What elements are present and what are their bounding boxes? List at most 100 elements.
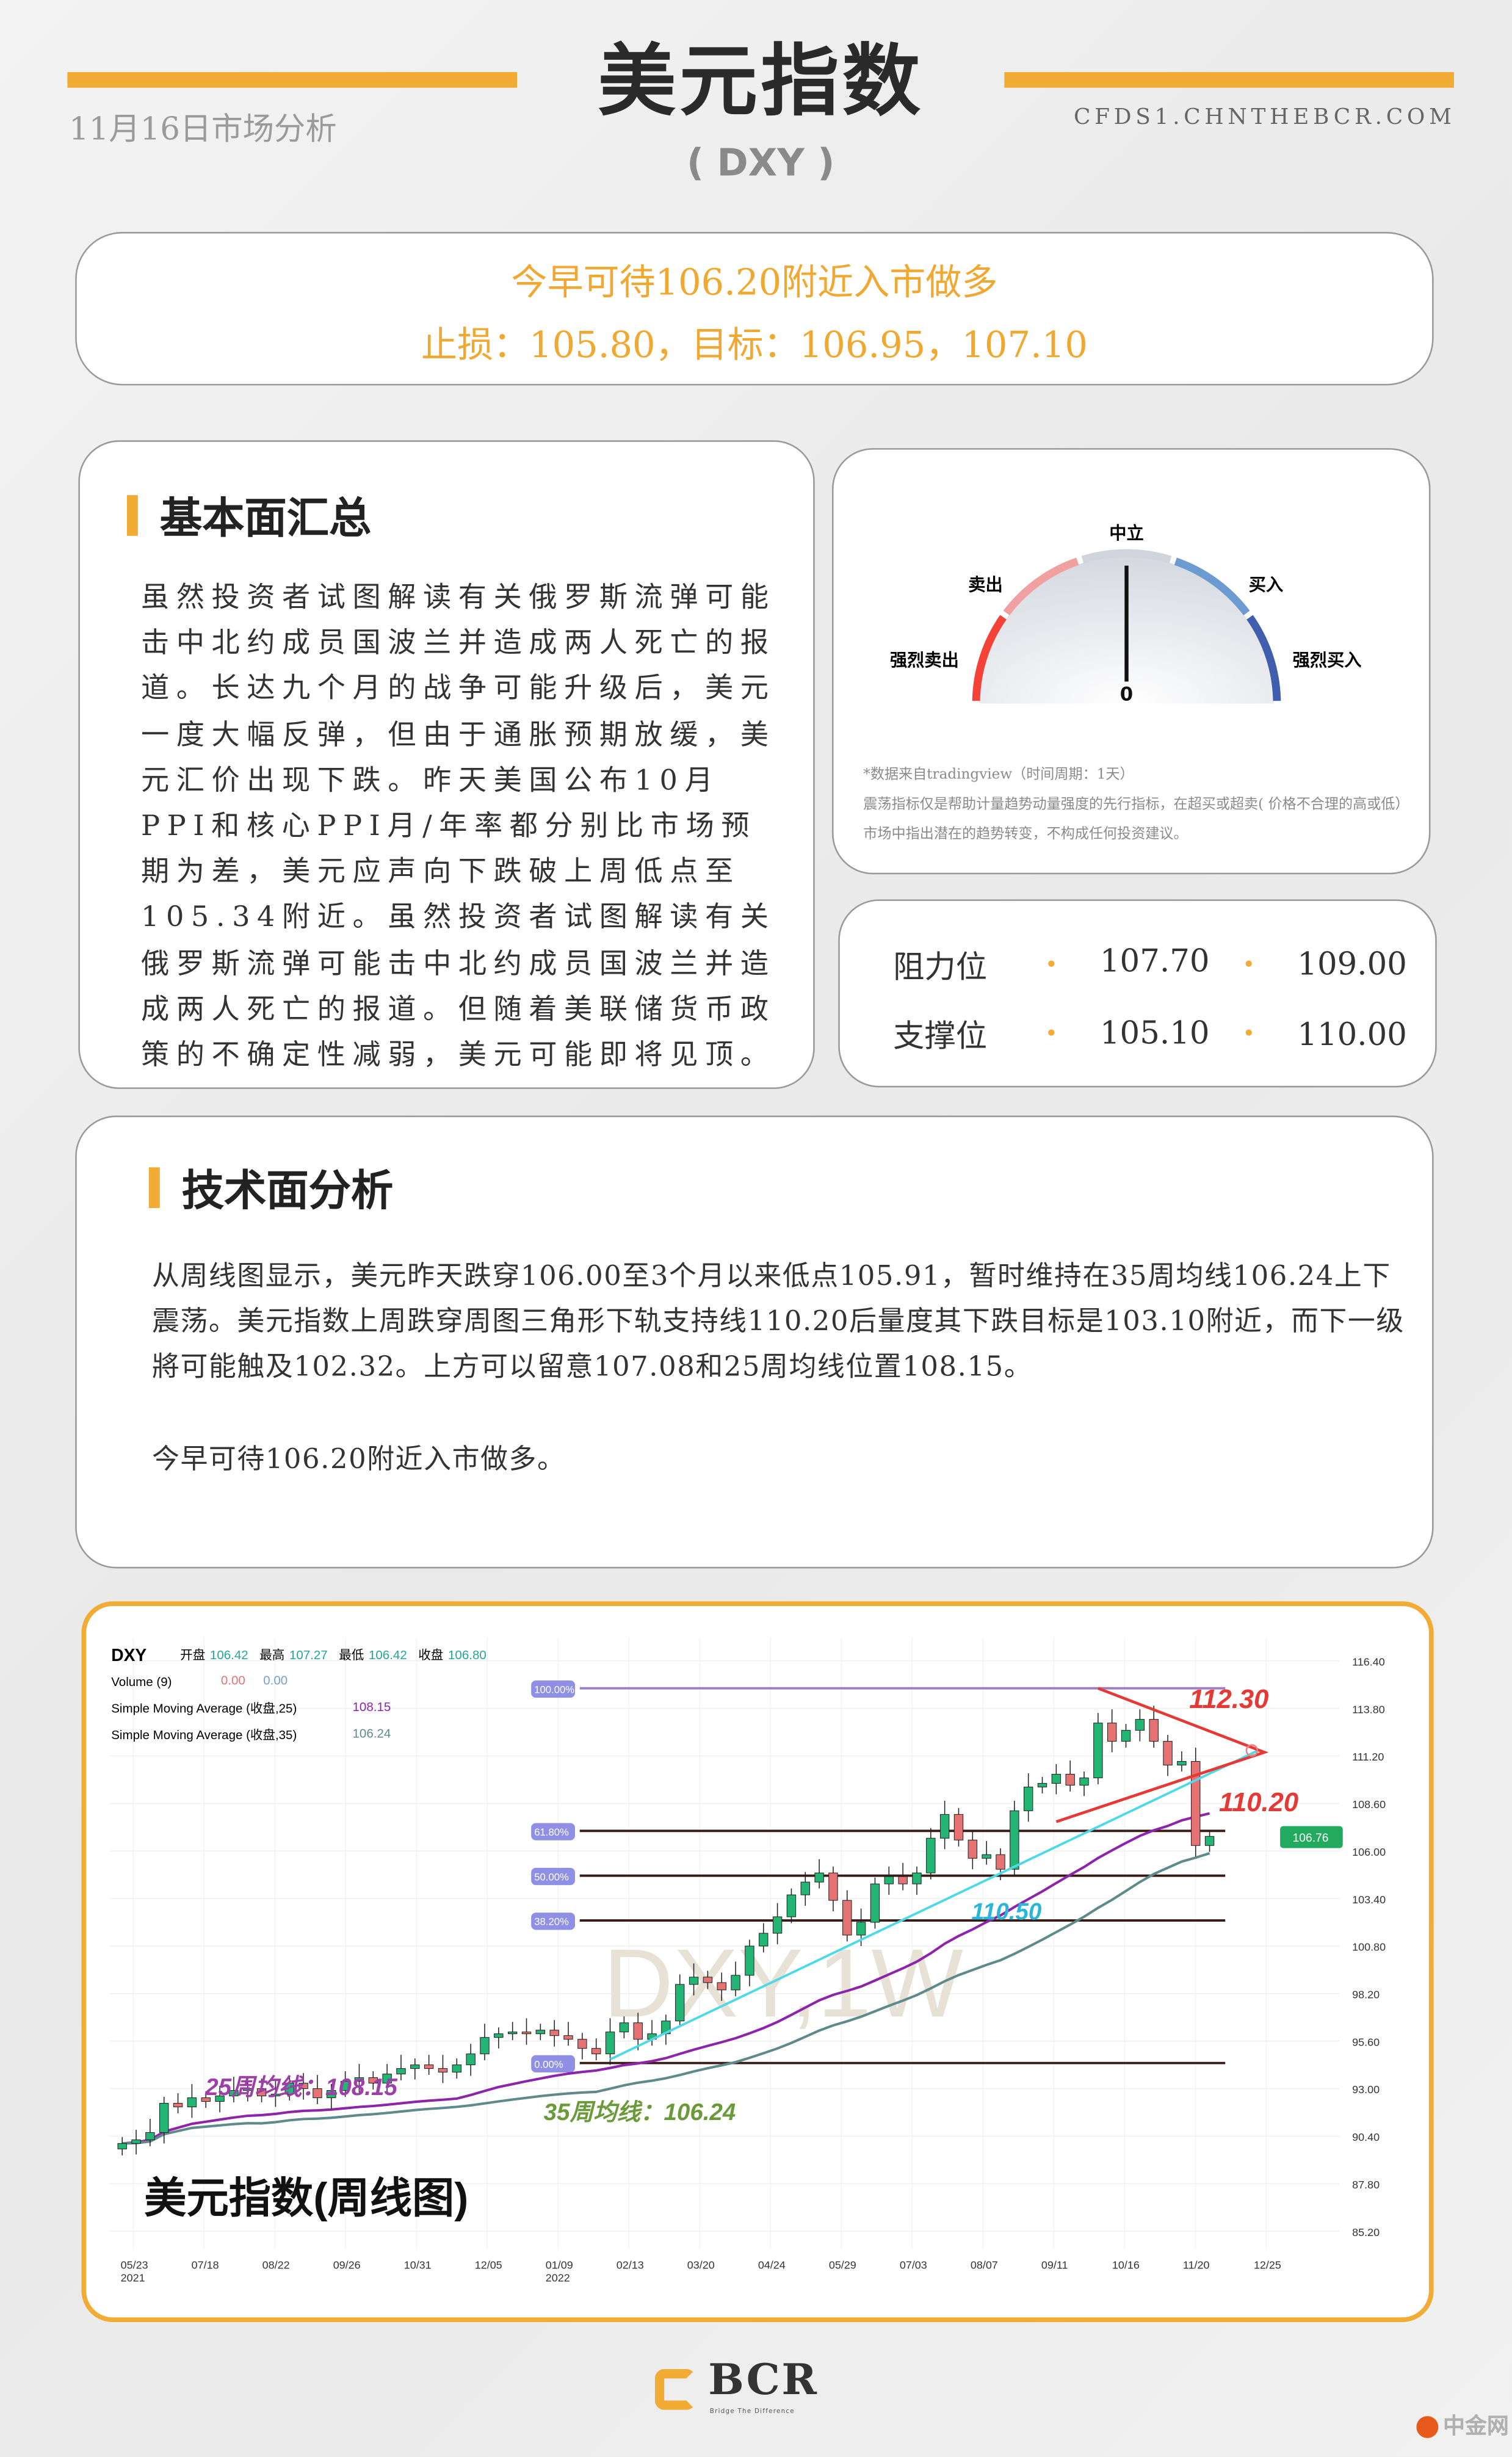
bcr-logo-mark — [654, 2369, 696, 2410]
page-subtitle: ( DXY ) — [686, 141, 835, 185]
candle — [1107, 1723, 1117, 1742]
candle — [1163, 1741, 1173, 1766]
y-tick-label: 106.00 — [1352, 1846, 1386, 1858]
triangle-lower-label: 110.20 — [1219, 1788, 1298, 1817]
levels-card: 阻力位 107.70 109.00 支撑位 105.10 110.00 — [838, 899, 1437, 1088]
gauge-source: *数据来自tradingview（时间周期：1天） — [863, 767, 1134, 784]
gauge-label-strong-sell: 强烈卖出 — [890, 650, 959, 670]
y-tick-label: 111.20 — [1352, 1751, 1384, 1763]
fib-label: 50.00% — [534, 1871, 569, 1883]
candle — [410, 2064, 420, 2069]
x-tick-year: 2021 — [121, 2271, 145, 2284]
candle — [912, 1872, 922, 1884]
x-tick-label: 12/25 — [1254, 2259, 1281, 2271]
title-marker — [126, 494, 138, 535]
gauge-segment — [1174, 557, 1250, 616]
candle — [1037, 1782, 1047, 1787]
candle — [856, 1922, 866, 1936]
candle — [298, 2083, 308, 2090]
chart-card: DXY,1W 100.00% 61.80% 50.00% 38.20% 0.00% 11… — [81, 1601, 1434, 2322]
candle — [1079, 1777, 1089, 1786]
candle — [480, 2037, 490, 2055]
resistance-1: 107.70 — [1099, 941, 1210, 980]
bcr-slogan: Bridge The Difference — [709, 2406, 795, 2415]
y-tick-label: 93.00 — [1352, 2083, 1380, 2096]
candle — [466, 2054, 476, 2066]
technical-title-text: 技术面分析 — [181, 1167, 394, 1216]
x-tick-year: 2022 — [546, 2271, 570, 2284]
candle — [689, 1977, 699, 1985]
candle — [1204, 1836, 1215, 1846]
technical-body: 从周线图显示，美元昨天跌穿106.00至3个月以来低点105.91，暂时维持在3… — [151, 1261, 1405, 1384]
last-price-badge — [1280, 1826, 1343, 1848]
candle — [1135, 1719, 1145, 1731]
sma35-line — [122, 1852, 1210, 2145]
page-title: 美元指数 — [598, 36, 924, 127]
technical-title: 技术面分析 — [148, 1156, 394, 1217]
x-tick-label: 10/31 — [404, 2259, 432, 2271]
chart-caption: 美元指数(周线图) — [144, 2174, 468, 2221]
y-tick-label: 103.40 — [1352, 1894, 1386, 1906]
candle — [898, 1876, 908, 1884]
strategy-card: 今早可待106.20附近入市做多 止损：105.80，目标：106.95，107… — [75, 231, 1434, 386]
strategy-stop-target: 止损：105.80，目标：106.95，107.10 — [421, 325, 1088, 367]
candle — [675, 1984, 685, 2022]
candle — [535, 2030, 546, 2035]
gauge-note: 震荡指标仅是帮助计量趋势动量强度的先行指标，在超买或超卖( 价格不合理的高或低）… — [863, 797, 1409, 843]
watermark-logo-icon — [1416, 2416, 1439, 2438]
candle — [1023, 1786, 1033, 1811]
trendline-label: 110.50 — [971, 1898, 1041, 1925]
gauge-segment — [1246, 615, 1281, 701]
candle — [870, 1883, 880, 1923]
gauge-label-strong-buy: 强烈买入 — [1293, 650, 1362, 670]
candle — [1010, 1810, 1019, 1870]
support-2: 110.00 — [1297, 1015, 1407, 1053]
candle — [284, 2083, 294, 2095]
bullet — [1245, 960, 1252, 967]
fib-label: 0.00% — [534, 2058, 563, 2070]
chart-symbol: DXY — [111, 1645, 146, 1665]
gauge-segment — [1081, 549, 1172, 563]
dxy-weekly-chart: DXY,1W 100.00% 61.80% 50.00% 38.20% 0.00% 11… — [109, 1637, 1386, 2284]
gauge-label-buy: 买入 — [1249, 575, 1283, 595]
candle — [745, 1945, 754, 1976]
x-tick-label: 02/13 — [617, 2259, 644, 2271]
rising-trendline — [609, 1749, 1259, 2061]
candle — [884, 1876, 894, 1884]
gauge-label-neutral: 中立 — [1109, 523, 1143, 543]
candle — [270, 2094, 281, 2097]
candle — [605, 2032, 615, 2055]
x-tick-label: 07/18 — [192, 2259, 219, 2271]
bullet — [1048, 1029, 1055, 1036]
candle — [187, 2097, 197, 2108]
candle — [828, 1872, 838, 1901]
candle — [1121, 1730, 1131, 1742]
candle — [452, 2064, 462, 2073]
volume-value-1: 0.00 — [221, 1673, 245, 1687]
candle — [1051, 1773, 1062, 1784]
technical-conclusion: 今早可待106.20附近入市做多。 — [151, 1444, 566, 1476]
bullet — [1245, 1029, 1252, 1036]
last-price-label: 106.76 — [1293, 1832, 1329, 1845]
x-tick-label: 08/07 — [971, 2259, 998, 2271]
bullet — [1048, 960, 1055, 967]
candle — [926, 1837, 936, 1873]
candle — [1065, 1773, 1075, 1786]
x-tick-label: 04/24 — [758, 2259, 786, 2271]
candle — [229, 2090, 239, 2097]
fib-label: 100.00% — [534, 1684, 574, 1695]
sma35-value: 106.24 — [353, 1727, 391, 1741]
candle — [759, 1933, 769, 1947]
y-tick-label: 95.60 — [1352, 2036, 1380, 2048]
candle — [563, 2035, 573, 2040]
triangle-pattern — [1055, 1687, 1269, 1823]
candle — [494, 2033, 504, 2038]
support-1: 105.10 — [1099, 1013, 1210, 1052]
gauge-value: 0 — [1120, 683, 1133, 705]
x-tick-label: 09/11 — [1041, 2259, 1068, 2271]
fib-badge — [531, 1912, 576, 1930]
candle — [327, 2090, 336, 2099]
y-tick-label: 108.60 — [1352, 1798, 1386, 1811]
gauge-card: 0 中立 卖出 买入 强烈卖出 强烈买入 *数据来自tradingview（时间… — [831, 448, 1431, 875]
